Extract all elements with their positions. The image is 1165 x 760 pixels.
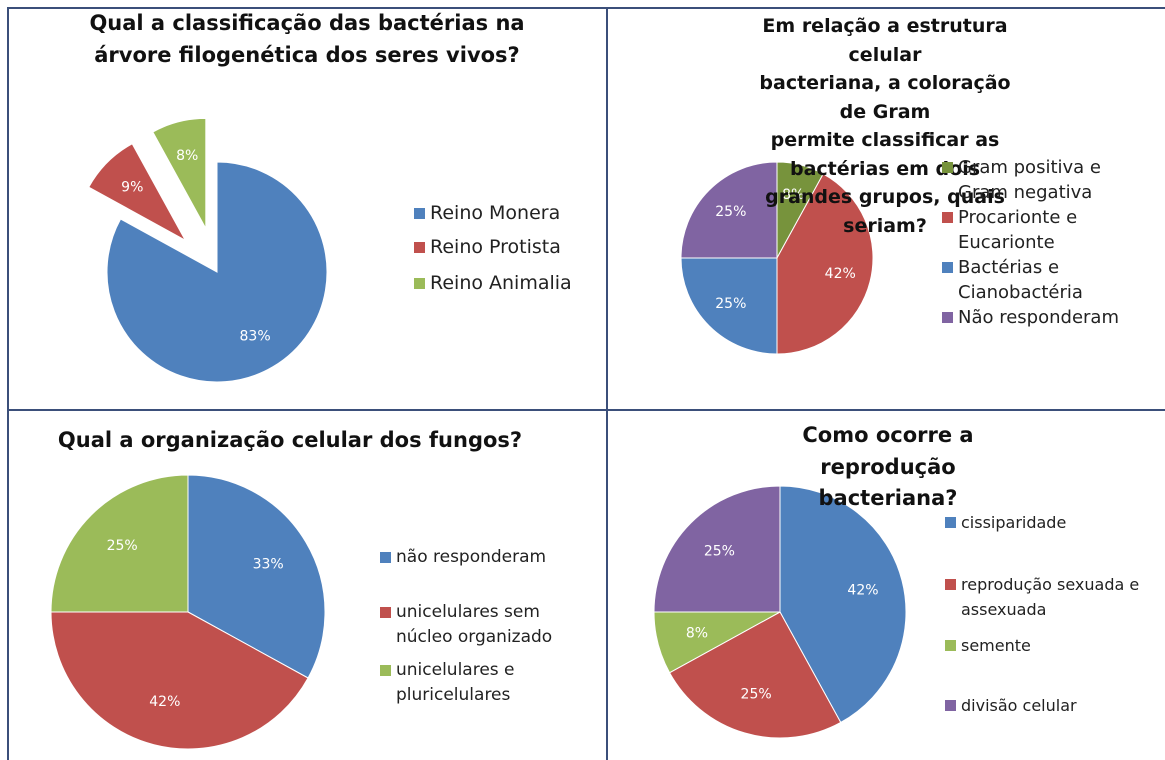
legend-label: Reino Monera (430, 202, 561, 224)
legend-swatch (380, 665, 391, 676)
data-label: 25% (741, 686, 772, 702)
pie-slice (653, 485, 781, 613)
data-label: 9% (121, 179, 143, 195)
legend-label: cissiparidade (961, 513, 1067, 532)
legend-label: Procarionte e Eucarionte (958, 207, 1078, 253)
legend-swatch (945, 640, 956, 651)
legend-swatch (380, 607, 391, 618)
data-label: 42% (847, 583, 878, 599)
legend-label: semente (961, 636, 1031, 655)
legend-swatch (942, 212, 953, 223)
legend-label: Reino Protista (430, 236, 561, 258)
legend-label: unicelulares e pluricelulares (396, 660, 515, 705)
pie-slice (668, 611, 842, 739)
chart-title: Em relação a estrutura celular bacterian… (759, 15, 1011, 237)
chart-title: Como ocorre a reprodução bacteriana? (802, 423, 974, 510)
data-label: 83% (240, 328, 271, 344)
legend-swatch (942, 162, 953, 173)
legend-swatch (942, 312, 953, 323)
legend-swatch (414, 242, 425, 253)
data-label: 8% (686, 625, 708, 641)
legend-label: Reino Animalia (430, 272, 572, 294)
legend-label: reprodução sexuada e assexuada (961, 575, 1140, 619)
data-label: 25% (704, 543, 735, 559)
data-label: 42% (825, 266, 856, 282)
pie-slice (88, 143, 187, 242)
data-label: 8% (782, 187, 804, 203)
data-label: 8% (176, 148, 198, 164)
pie-slice (187, 474, 326, 679)
legend-label: Bactérias e Cianobactéria (958, 257, 1083, 303)
legend-label: Não responderam (958, 307, 1119, 328)
legend-label: não responderam (396, 547, 547, 567)
chart-title: Qual a organização celular dos fungos? (57, 428, 523, 452)
pie-slice (50, 611, 309, 750)
data-label: 25% (715, 204, 746, 220)
legend-swatch (414, 208, 425, 219)
legend-label: unicelulares sem núcleo organizado (396, 602, 553, 647)
legend-label: Gram positiva e Gram negativa (958, 157, 1101, 203)
legend-swatch (942, 262, 953, 273)
legend-swatch (380, 552, 391, 563)
pie-slice (50, 474, 189, 613)
data-label: 33% (253, 557, 284, 573)
legend-label: divisão celular (961, 696, 1077, 715)
pie-slice (779, 485, 907, 724)
data-label: 42% (149, 694, 180, 710)
legend-swatch (945, 579, 956, 590)
pie-slice (680, 257, 778, 355)
data-label: 25% (715, 296, 746, 312)
legend-swatch (945, 700, 956, 711)
pie-slice (106, 161, 328, 383)
data-label: 25% (107, 538, 138, 554)
pie-slice (680, 161, 778, 259)
legend-swatch (414, 278, 425, 289)
chart-title: Qual a classificação das bactérias na ár… (89, 11, 525, 67)
pie-slice (776, 173, 874, 355)
frame (7, 7, 1165, 760)
legend-swatch (945, 517, 956, 528)
pie-slice (152, 117, 207, 229)
